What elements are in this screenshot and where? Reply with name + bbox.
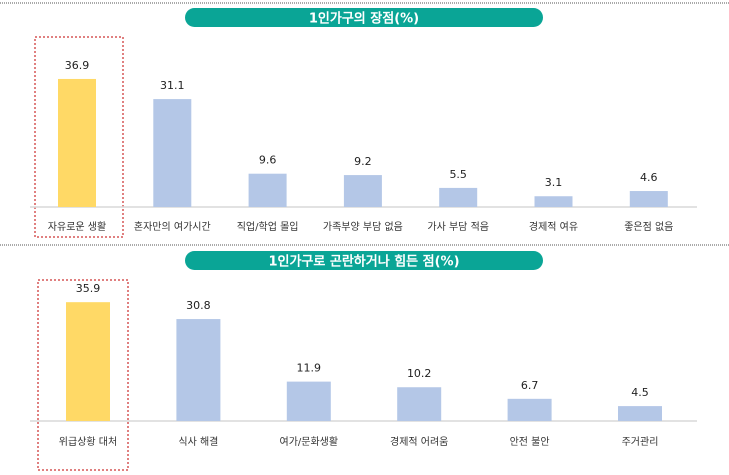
bar — [343, 175, 382, 207]
bar — [248, 173, 287, 207]
data-label: 31.1 — [160, 79, 185, 92]
data-label: 9.6 — [259, 154, 277, 167]
chart-title: 1인가구로 곤란하거나 힘든 점(%) — [268, 254, 459, 270]
category-label: 가사 부담 적음 — [427, 221, 489, 233]
bar — [629, 191, 668, 207]
bar — [176, 319, 221, 421]
bar — [397, 387, 442, 421]
data-label: 3.1 — [545, 176, 563, 189]
category-label: 주거관리 — [622, 436, 659, 448]
data-label: 5.5 — [449, 168, 467, 181]
bar — [58, 78, 96, 207]
bar — [66, 302, 110, 421]
category-label: 위급상황 대처 — [59, 435, 117, 448]
category-label: 가족부양 부담 없음 — [323, 220, 403, 233]
category-label: 여가/문화생활 — [280, 435, 339, 448]
chart-title: 1인가구의 장점(%) — [309, 11, 419, 27]
category-label: 경제적 어려움 — [390, 435, 448, 448]
category-label: 혼자만의 여가시간 — [134, 220, 211, 233]
category-label: 안전 불안 — [510, 436, 550, 448]
data-label: 6.7 — [521, 379, 539, 392]
highlight-box — [34, 36, 124, 238]
data-label: 10.2 — [407, 367, 432, 380]
data-label: 4.6 — [640, 171, 658, 184]
category-label: 식사 해결 — [178, 435, 218, 448]
bar — [618, 406, 662, 421]
data-label: 36.9 — [65, 59, 90, 72]
bar — [534, 196, 573, 207]
bar — [153, 99, 192, 207]
category-label: 자유로운 생활 — [48, 220, 106, 233]
category-label: 좋은점 없음 — [624, 220, 673, 233]
highlight-box — [37, 279, 129, 471]
data-label: 9.2 — [354, 155, 372, 168]
bar — [507, 398, 552, 421]
data-label: 11.9 — [297, 362, 322, 375]
chart-title-pill — [185, 251, 543, 270]
bar — [439, 187, 478, 207]
category-label: 직업/학업 몰입 — [237, 220, 299, 233]
chart-title-pill — [185, 8, 543, 27]
category-label: 경제적 여유 — [529, 220, 578, 233]
data-label: 30.8 — [186, 299, 211, 312]
data-label: 4.5 — [631, 386, 649, 399]
bar — [286, 381, 331, 421]
data-label: 35.9 — [76, 282, 101, 295]
